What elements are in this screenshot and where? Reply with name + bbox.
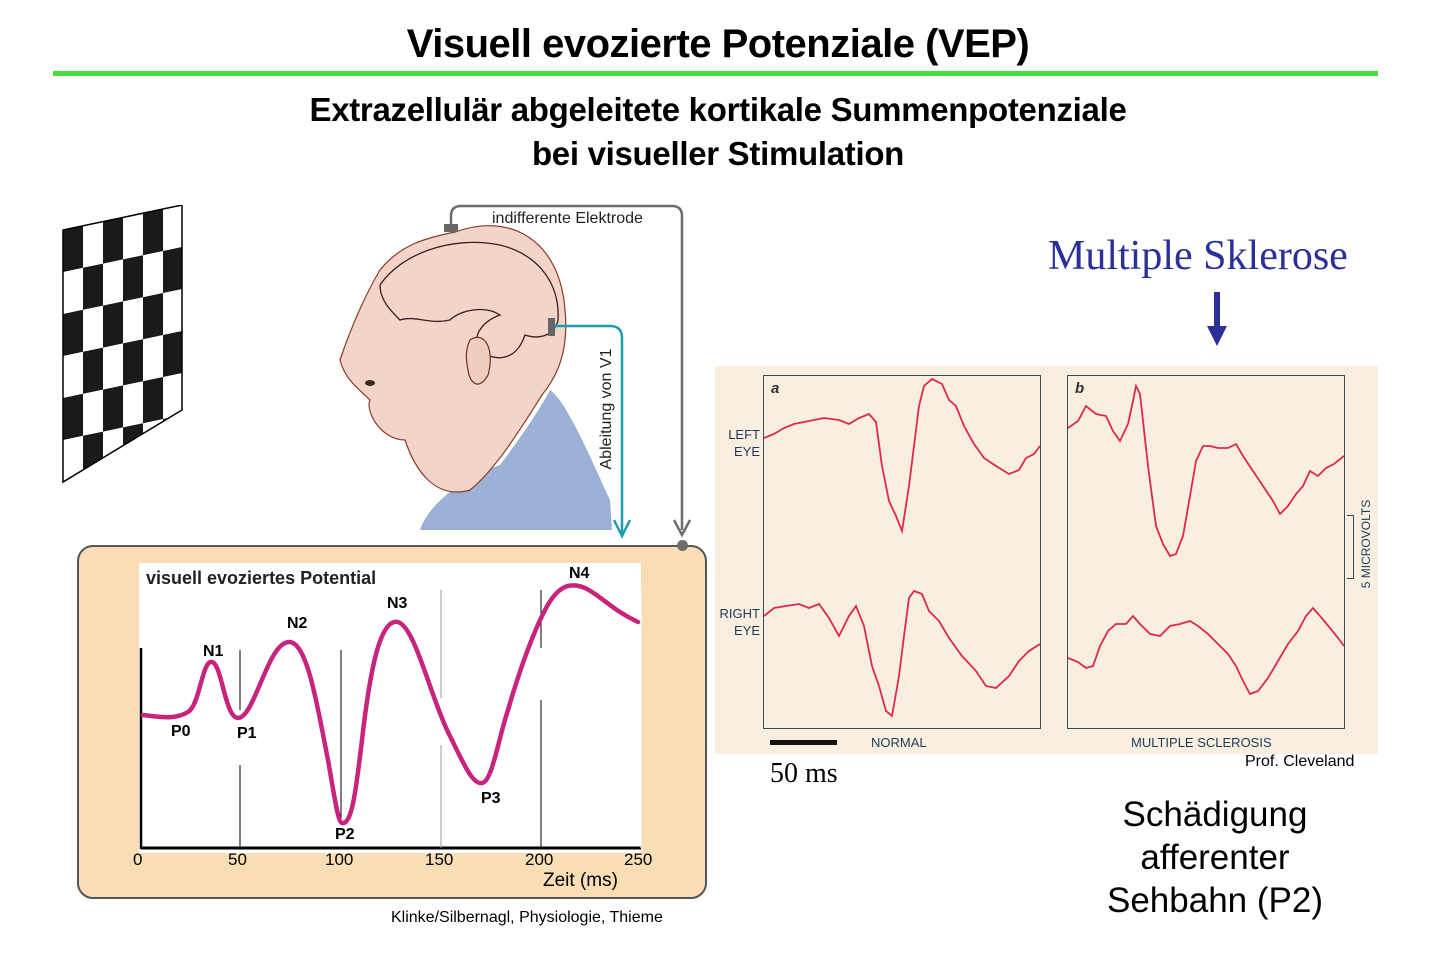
amplitude-scale-label: 5 MICROVOLTS	[1359, 499, 1373, 589]
electrode-back-icon	[548, 318, 555, 336]
vep-chart-title: visuell evoziertes Potential	[146, 568, 377, 588]
title-underline	[53, 71, 1378, 76]
connector-dot	[677, 540, 688, 551]
time-scale-label: 50 ms	[770, 758, 838, 789]
x-tick-50: 50	[228, 850, 247, 869]
subtitle-line-1: Extrazellulär abgeleitete kortikale Summ…	[309, 91, 1127, 128]
conclusion-text: Schädigung afferenter Sehbahn (P2)	[1107, 795, 1323, 920]
left-eye-label: LEFT EYE	[728, 427, 760, 459]
caption-normal: NORMAL	[871, 735, 927, 750]
x-tick-0: 0	[133, 850, 143, 869]
panel-a-traces	[764, 377, 1040, 718]
vep-credit: Klinke/Silbernagl, Physiologie, Thieme	[391, 909, 663, 926]
checkerboard-icon	[62, 205, 183, 484]
x-tick-100: 100	[325, 850, 354, 869]
x-tick-200: 200	[525, 850, 554, 869]
peak-label-p0: P0	[171, 723, 191, 740]
head-illustration	[339, 204, 692, 539]
x-tick-250: 250	[624, 850, 653, 869]
slide-subtitle: Extrazellulär abgeleitete kortikale Summ…	[0, 88, 1436, 176]
v1-recording-label: Ableitung von V1	[598, 348, 615, 470]
peak-label-n2: N2	[287, 615, 308, 632]
peak-label-p2: P2	[335, 826, 355, 843]
amplitude-scale-bar	[1347, 515, 1354, 579]
panel-a-frame	[763, 375, 1041, 729]
peak-label-n1: N1	[203, 643, 224, 660]
time-scale-bar	[770, 740, 837, 745]
peak-label-p3: P3	[481, 790, 501, 807]
x-axis-label: Zeit (ms)	[543, 870, 618, 891]
peak-label-p1: P1	[237, 725, 257, 742]
right-eye-label: RIGHT EYE	[719, 606, 760, 638]
down-arrow-icon	[1207, 292, 1227, 346]
ms-figure-paper	[715, 366, 1378, 754]
slide-title: Visuell evozierte Potenziale (VEP)	[406, 22, 1030, 66]
vep-chart	[139, 583, 642, 850]
vep-plot-area	[139, 563, 641, 853]
panel-b-traces	[1068, 383, 1344, 696]
subtitle-line-2: bei visueller Stimulation	[531, 135, 905, 172]
ms-heading: Multiple Sklerose	[1048, 233, 1348, 279]
indifferent-electrode-label: indifferente Elektrode	[492, 210, 643, 227]
electrode-top-icon	[444, 224, 458, 232]
peak-label-n3: N3	[387, 595, 408, 612]
panel-b-letter: b	[1075, 380, 1085, 397]
x-tick-150: 150	[425, 850, 454, 869]
ms-credit: Prof. Cleveland	[1245, 753, 1355, 770]
caption-multiple-sclerosis: MULTIPLE SCLEROSIS	[1131, 735, 1272, 750]
peak-label-n4: N4	[569, 565, 590, 582]
panel-b-frame	[1067, 375, 1345, 729]
panel-a-letter: a	[771, 380, 780, 397]
